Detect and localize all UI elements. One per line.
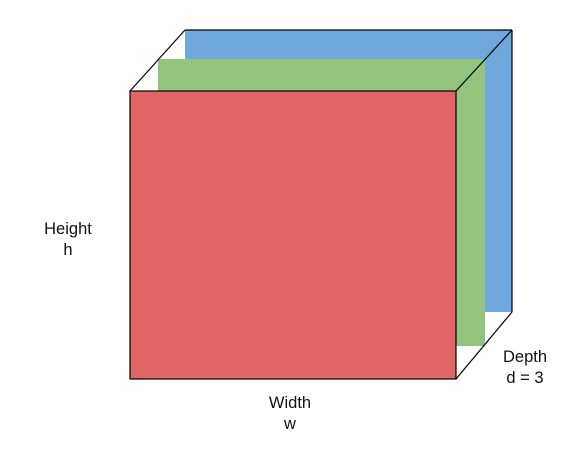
- width-label-symbol: w: [284, 415, 296, 433]
- height-label-symbol: h: [63, 241, 73, 259]
- width-label: Width w: [250, 393, 330, 435]
- height-label-title: Height: [44, 220, 92, 238]
- depth-label-title: Depth: [502, 348, 548, 366]
- cube-wireframe-edges: [129, 29, 513, 380]
- width-label-title: Width: [268, 394, 312, 412]
- depth-label: Depth d = 3: [485, 347, 565, 389]
- depth-label-symbol: d = 3: [506, 369, 544, 387]
- red-channel-layer: [129, 90, 457, 380]
- height-label: Height h: [28, 219, 108, 261]
